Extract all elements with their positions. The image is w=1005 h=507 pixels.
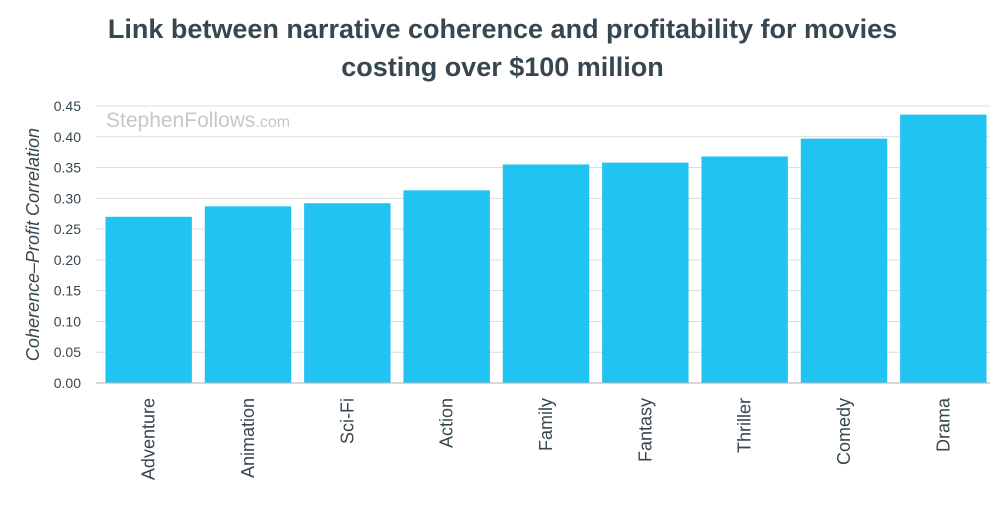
y-tick-label: 0.30 — [54, 190, 81, 206]
y-axis-label: Coherence–Profit Correlation — [23, 128, 43, 361]
x-tick-label: Thriller — [735, 398, 755, 453]
bars — [105, 114, 987, 384]
chart-title: Link between narrative coherence and pro… — [0, 10, 1005, 86]
y-tick-label: 0.00 — [54, 375, 81, 391]
watermark-name: StephenFollows — [106, 109, 255, 132]
y-tick-label: 0.40 — [54, 129, 81, 145]
watermark-domain: .com — [255, 114, 290, 131]
x-tick-label: Family — [536, 398, 556, 451]
y-tick-label: 0.35 — [54, 160, 81, 176]
bar-action — [403, 190, 490, 383]
bar-sci-fi — [304, 203, 391, 383]
x-tick-labels: Adventure Animation Sci-Fi Action Family Fant… — [139, 397, 954, 480]
x-tick-label: Sci-Fi — [337, 398, 357, 444]
bar-comedy — [800, 138, 888, 383]
bar-adventure — [105, 216, 192, 383]
bar-animation — [204, 206, 292, 383]
y-tick-label: 0.45 — [54, 98, 81, 114]
y-tick-label: 0.15 — [54, 283, 81, 299]
x-tick-label: Action — [437, 398, 457, 448]
bar-family — [502, 164, 590, 383]
y-tick-labels: 0.00 0.05 0.10 0.15 0.20 0.25 0.30 0.35 0.40 0.45 — [54, 98, 81, 391]
y-tick-label: 0.20 — [54, 252, 81, 268]
x-tick-label: Drama — [933, 397, 953, 452]
bar-thriller — [701, 156, 788, 383]
bar-drama — [900, 114, 987, 384]
y-tick-label: 0.10 — [54, 313, 81, 329]
x-tick-label: Comedy — [834, 398, 854, 465]
chart-title-line-1: Link between narrative coherence and pro… — [107, 14, 898, 44]
watermark: StephenFollows.com — [106, 109, 290, 132]
chart-title-line-2: costing over $100 million — [341, 52, 664, 82]
x-tick-label: Animation — [238, 398, 258, 478]
x-tick-label: Fantasy — [635, 398, 655, 462]
bar-fantasy — [602, 162, 689, 383]
y-tick-label: 0.05 — [54, 344, 81, 360]
y-tick-label: 0.25 — [54, 221, 81, 237]
x-tick-label: Adventure — [139, 398, 159, 480]
